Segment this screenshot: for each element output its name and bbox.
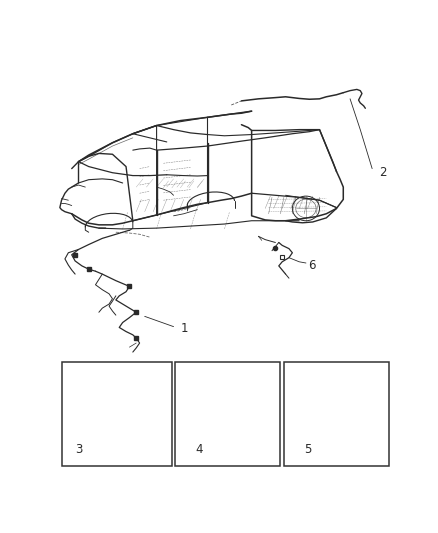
Bar xyxy=(284,361,389,466)
Text: 3: 3 xyxy=(75,443,82,456)
Text: 1: 1 xyxy=(180,322,188,335)
Bar xyxy=(61,361,172,466)
Text: 5: 5 xyxy=(304,443,311,456)
Text: 6: 6 xyxy=(307,259,315,271)
Text: 4: 4 xyxy=(196,443,203,456)
Bar xyxy=(175,361,280,466)
Text: 2: 2 xyxy=(379,166,386,179)
